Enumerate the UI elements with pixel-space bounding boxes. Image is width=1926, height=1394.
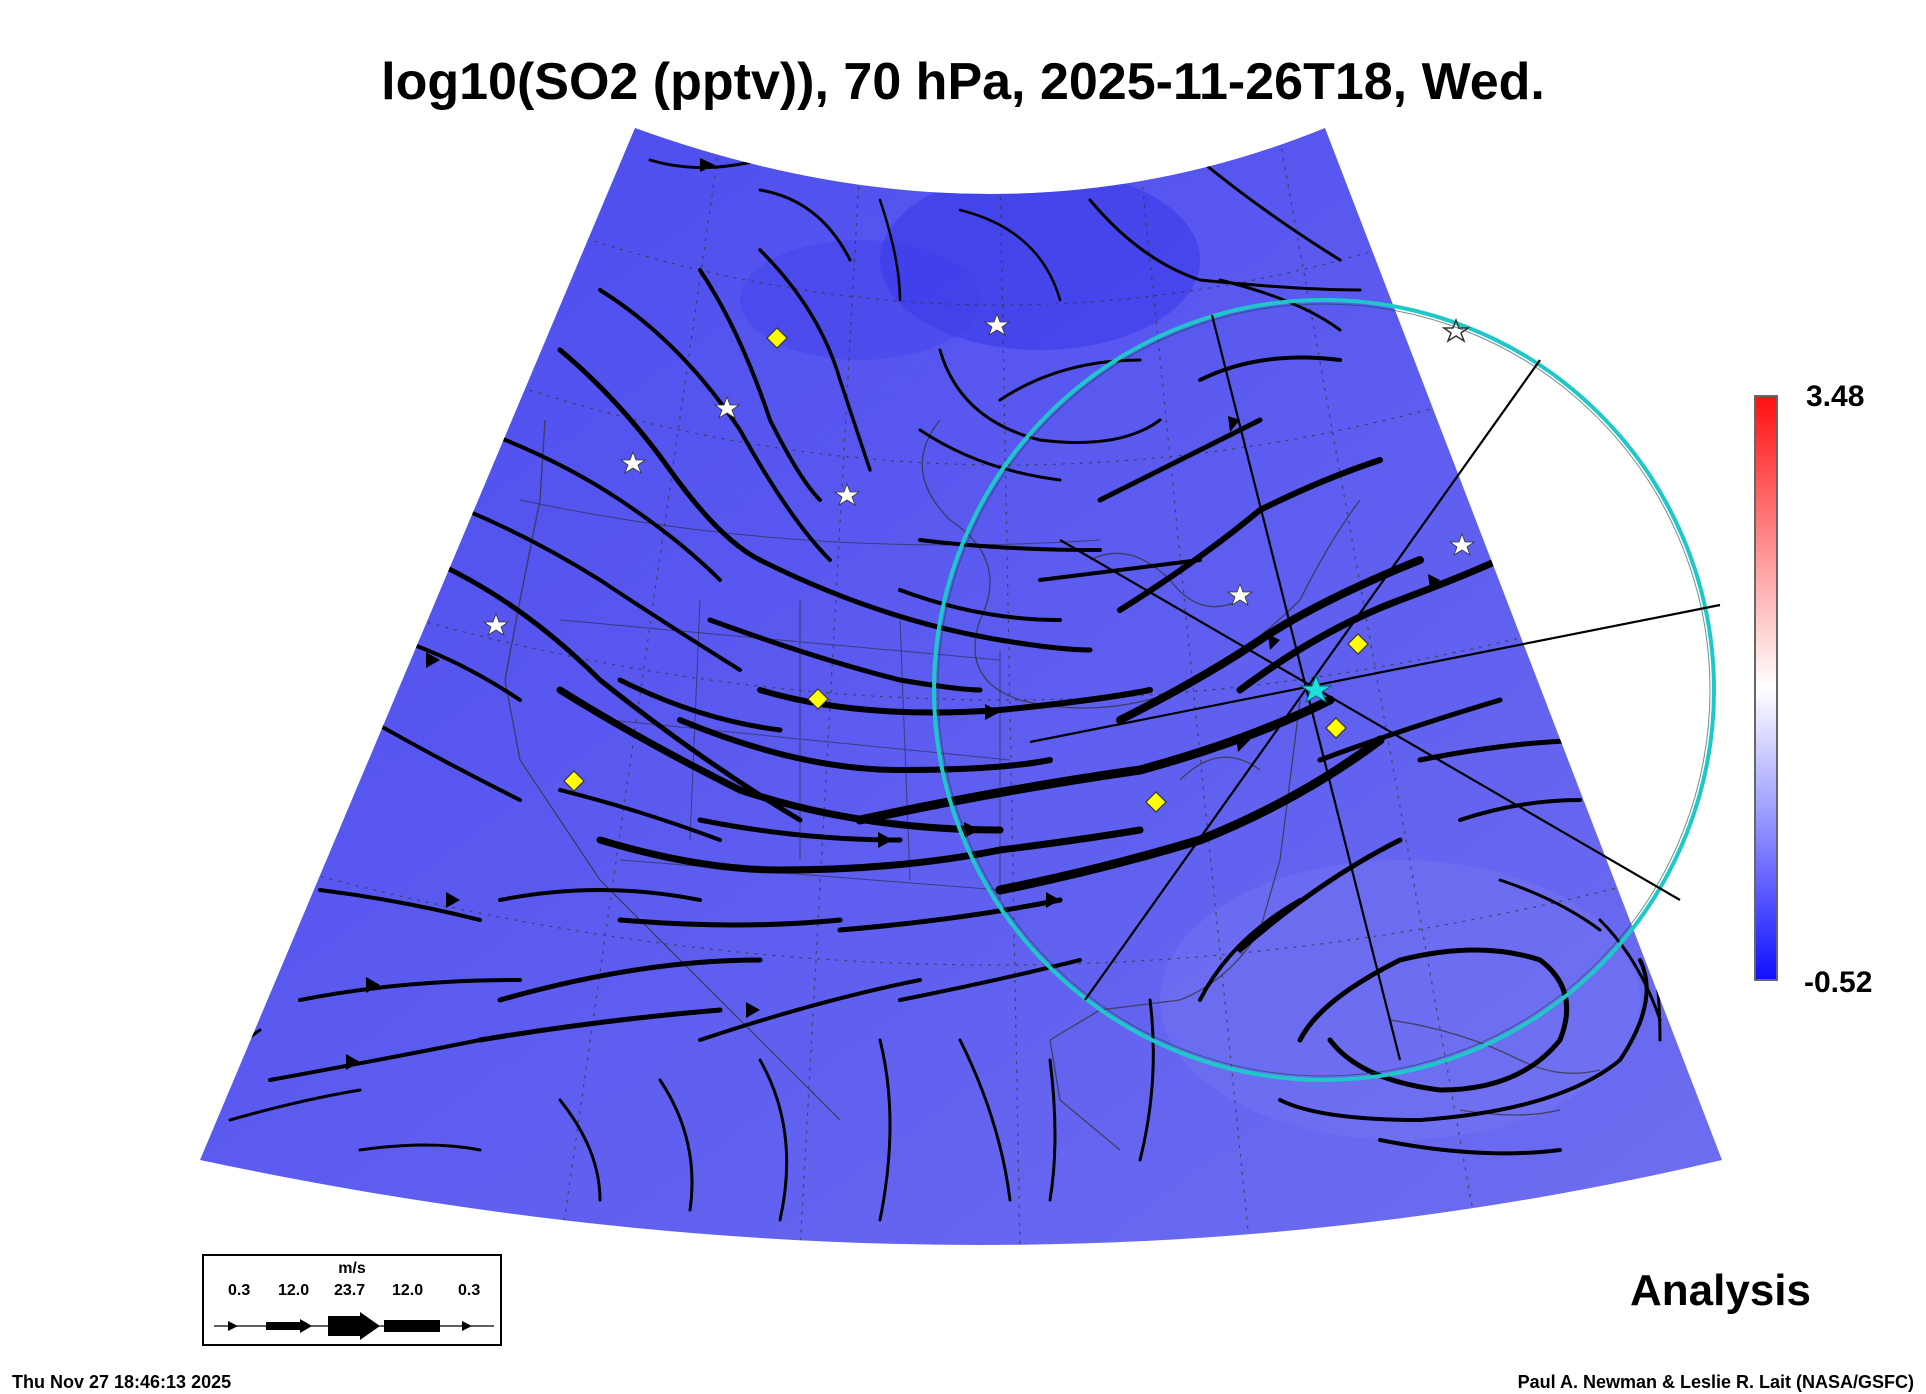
- legend-value: 23.7: [334, 1282, 366, 1299]
- colorbar-min-label: -0.52: [1804, 966, 1873, 999]
- page-title: log10(SO2 (pptv)), 70 hPa, 2025-11-26T18…: [381, 53, 1545, 111]
- legend-value: 0.3: [228, 1282, 251, 1299]
- cyan-star-icon: [1299, 674, 1333, 704]
- legend-unit: m/s: [338, 1260, 366, 1277]
- white-star-icon: [619, 450, 647, 474]
- wind-speed-legend: m/s 0.3 12.0 23.7 12.0 0.3: [202, 1254, 502, 1346]
- footer-credit: Paul A. Newman & Leslie R. Lait (NASA/GS…: [1517, 1372, 1914, 1392]
- range-ring-circle: [932, 298, 1716, 1082]
- white-star-markers: [482, 312, 1476, 636]
- yellow-diamond-markers: [563, 327, 1369, 813]
- legend-arrow-scale: [214, 1312, 494, 1340]
- yellow-diamond-icon: [807, 688, 829, 710]
- legend-value: 12.0: [392, 1282, 424, 1299]
- outline-star-icon: [1441, 317, 1471, 343]
- white-star-icon: [833, 482, 861, 506]
- yellow-diamond-icon: [1325, 717, 1347, 739]
- colorbar-max-label: 3.48: [1806, 380, 1865, 413]
- yellow-diamond-icon: [563, 770, 585, 792]
- white-star-icon: [1448, 532, 1476, 556]
- colorbar: [1754, 395, 1778, 981]
- yellow-diamond-icon: [766, 327, 788, 349]
- legend-value: 0.3: [458, 1282, 481, 1299]
- yellow-diamond-icon: [1145, 791, 1167, 813]
- white-star-icon: [482, 612, 510, 636]
- white-star-icon: [983, 312, 1011, 336]
- white-star-icon: [1226, 582, 1254, 606]
- white-star-icon: [713, 395, 741, 419]
- footer-timestamp: Thu Nov 27 18:46:13 2025: [12, 1372, 232, 1392]
- analysis-label: Analysis: [1630, 1266, 1811, 1315]
- legend-value: 12.0: [278, 1282, 310, 1299]
- yellow-diamond-icon: [1347, 633, 1369, 655]
- streamline-arrows: [346, 158, 1440, 1070]
